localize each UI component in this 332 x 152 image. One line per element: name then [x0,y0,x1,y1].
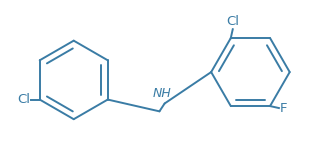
Text: Cl: Cl [226,15,239,28]
Text: NH: NH [152,86,171,100]
Text: F: F [280,102,288,115]
Text: Cl: Cl [17,93,30,106]
